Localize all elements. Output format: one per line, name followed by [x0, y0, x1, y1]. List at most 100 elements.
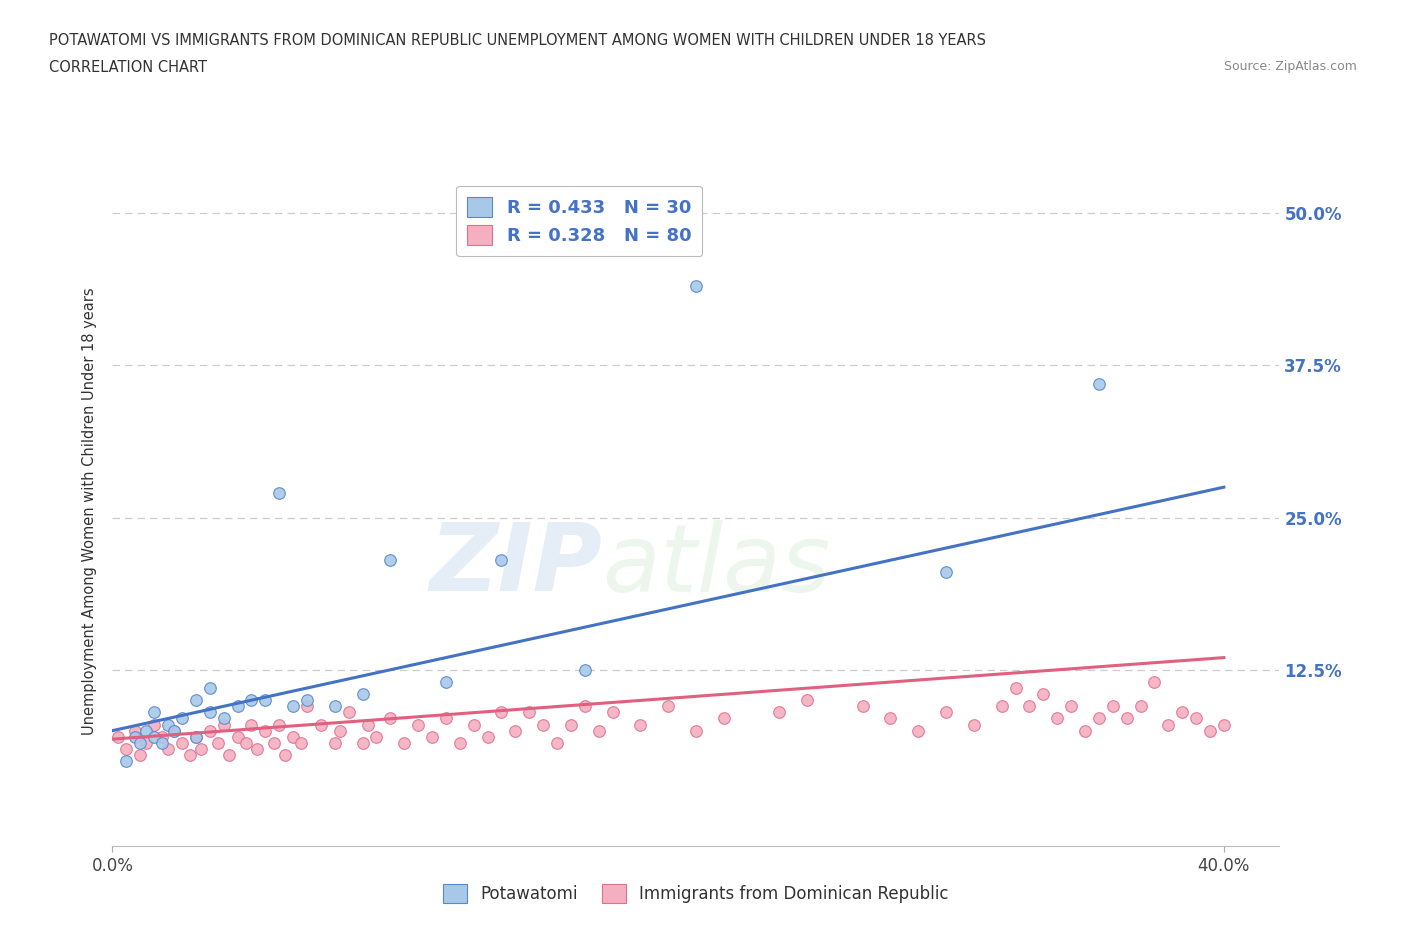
Point: [1171, 705, 1194, 720]
Point: [366, 729, 388, 744]
Point: [246, 741, 269, 756]
Point: [162, 724, 184, 738]
Point: [179, 748, 201, 763]
Point: [135, 724, 157, 738]
Point: [190, 741, 212, 756]
Text: POTAWATOMI VS IMMIGRANTS FROM DOMINICAN REPUBLIC UNEMPLOYMENT AMONG WOMEN WITH C: POTAWATOMI VS IMMIGRANTS FROM DOMINICAN …: [49, 33, 986, 47]
Point: [477, 729, 499, 744]
Point: [157, 741, 180, 756]
Point: [170, 736, 193, 751]
Point: [240, 717, 263, 732]
Point: [434, 674, 457, 689]
Text: atlas: atlas: [603, 520, 831, 611]
Point: [143, 729, 166, 744]
Point: [1129, 698, 1152, 713]
Text: ZIP: ZIP: [430, 519, 603, 611]
Point: [1032, 686, 1054, 701]
Point: [235, 736, 257, 751]
Point: [143, 717, 166, 732]
Point: [152, 729, 174, 744]
Point: [1046, 711, 1069, 726]
Point: [226, 698, 249, 713]
Point: [337, 705, 360, 720]
Point: [713, 711, 735, 726]
Point: [124, 724, 146, 738]
Point: [357, 717, 380, 732]
Point: [963, 717, 986, 732]
Point: [990, 698, 1012, 713]
Point: [129, 748, 152, 763]
Point: [212, 717, 235, 732]
Point: [1060, 698, 1083, 713]
Point: [1074, 724, 1097, 738]
Point: [685, 724, 707, 738]
Point: [852, 698, 875, 713]
Point: [546, 736, 568, 751]
Point: [907, 724, 929, 738]
Point: [115, 741, 138, 756]
Point: [352, 686, 374, 701]
Point: [657, 698, 679, 713]
Point: [449, 736, 471, 751]
Point: [1088, 377, 1111, 392]
Point: [935, 705, 957, 720]
Point: [1101, 698, 1123, 713]
Point: [491, 705, 513, 720]
Point: [380, 711, 402, 726]
Point: [170, 711, 193, 726]
Point: [1143, 674, 1166, 689]
Point: [212, 711, 235, 726]
Point: [517, 705, 540, 720]
Text: Source: ZipAtlas.com: Source: ZipAtlas.com: [1223, 60, 1357, 73]
Point: [184, 693, 207, 708]
Point: [207, 736, 229, 751]
Point: [574, 662, 596, 677]
Point: [352, 736, 374, 751]
Point: [531, 717, 554, 732]
Point: [420, 729, 443, 744]
Point: [392, 736, 416, 751]
Point: [380, 552, 402, 567]
Point: [281, 698, 304, 713]
Point: [184, 729, 207, 744]
Point: [434, 711, 457, 726]
Point: [628, 717, 651, 732]
Point: [1212, 717, 1234, 732]
Point: [323, 736, 346, 751]
Point: [295, 693, 318, 708]
Point: [162, 724, 184, 738]
Point: [1157, 717, 1180, 732]
Point: [768, 705, 790, 720]
Point: [198, 681, 221, 696]
Text: CORRELATION CHART: CORRELATION CHART: [49, 60, 207, 75]
Point: [463, 717, 485, 732]
Point: [290, 736, 312, 751]
Point: [274, 748, 297, 763]
Point: [152, 736, 174, 751]
Point: [184, 729, 207, 744]
Point: [115, 753, 138, 768]
Point: [129, 736, 152, 751]
Point: [574, 698, 596, 713]
Point: [143, 705, 166, 720]
Point: [295, 698, 318, 713]
Point: [406, 717, 429, 732]
Point: [1088, 711, 1111, 726]
Point: [254, 724, 277, 738]
Point: [329, 724, 352, 738]
Point: [269, 485, 291, 500]
Point: [124, 729, 146, 744]
Point: [685, 279, 707, 294]
Point: [935, 565, 957, 579]
Point: [218, 748, 240, 763]
Point: [263, 736, 285, 751]
Point: [588, 724, 610, 738]
Point: [323, 698, 346, 713]
Point: [505, 724, 527, 738]
Point: [198, 724, 221, 738]
Point: [602, 705, 624, 720]
Point: [796, 693, 818, 708]
Point: [1004, 681, 1026, 696]
Point: [198, 705, 221, 720]
Point: [560, 717, 582, 732]
